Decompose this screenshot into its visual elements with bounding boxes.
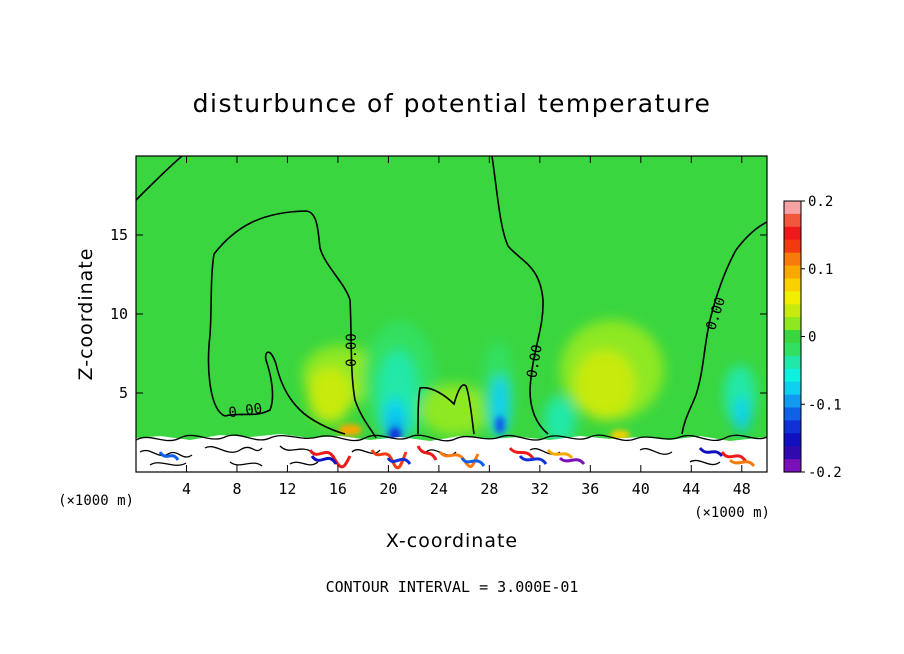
chart-title: disturbunce of potential temperature bbox=[193, 89, 712, 118]
contour-label: 0.00 bbox=[228, 401, 264, 422]
colorbar-tick-label: 0.1 bbox=[808, 262, 833, 278]
x-tick-label: 48 bbox=[733, 480, 751, 498]
colorbar-labels: 0.2 0.1 0 -0.1 -0.2 bbox=[801, 194, 842, 481]
plot-area: 0.00 0.00 0.00 0.00 bbox=[136, 156, 767, 472]
colorbar-swatch bbox=[784, 317, 801, 331]
x-tick-label: 12 bbox=[278, 480, 296, 498]
colorbar-swatch bbox=[784, 291, 801, 305]
x-tick-label: 36 bbox=[581, 480, 599, 498]
x-tick-label: 4 bbox=[182, 480, 191, 498]
colorbar-swatch bbox=[784, 368, 801, 383]
colorbar-swatch bbox=[784, 213, 801, 228]
colorbar-swatch bbox=[784, 459, 801, 473]
x-axis: 4 8 12 16 20 24 28 32 36 40 44 48 bbox=[182, 156, 751, 498]
contour-label: 0.00 bbox=[344, 333, 360, 367]
x-tick-label: 20 bbox=[379, 480, 397, 498]
y-tick-label: 10 bbox=[110, 305, 128, 323]
x-axis-label: X-coordinate bbox=[386, 530, 518, 552]
colorbar-swatch bbox=[784, 446, 801, 460]
colorbar-swatch bbox=[784, 330, 801, 344]
x-tick-label: 24 bbox=[430, 480, 448, 498]
colorbar-swatch bbox=[784, 394, 801, 409]
colorbar-swatch bbox=[784, 226, 801, 241]
x-unit-left: (×1000 m) bbox=[58, 493, 134, 509]
colorbar-swatch bbox=[784, 355, 801, 370]
colorbar-swatch bbox=[784, 407, 801, 421]
colorbar-swatch bbox=[784, 342, 801, 357]
x-unit-right: (×1000 m) bbox=[694, 505, 770, 521]
colorbar-tick-label: -0.2 bbox=[808, 465, 842, 481]
colorbar-swatch bbox=[784, 420, 801, 434]
colorbar-swatch bbox=[784, 381, 801, 396]
x-tick-label: 40 bbox=[632, 480, 650, 498]
colorbar-swatch bbox=[784, 265, 801, 280]
x-tick-label: 44 bbox=[682, 480, 700, 498]
colorbar-tick-label: -0.1 bbox=[808, 397, 842, 413]
y-tick-label: 5 bbox=[119, 384, 128, 402]
y-tick-label: 15 bbox=[110, 226, 128, 244]
colorbar-swatch bbox=[784, 201, 801, 215]
zero-contours bbox=[136, 156, 767, 439]
turbulent-layer bbox=[136, 434, 767, 472]
x-tick-label: 8 bbox=[232, 480, 241, 498]
contour-interval-note: CONTOUR INTERVAL = 3.000E-01 bbox=[326, 578, 579, 596]
x-tick-label: 28 bbox=[480, 480, 498, 498]
y-axis: 5 10 15 bbox=[110, 226, 767, 402]
x-tick-label: 32 bbox=[531, 480, 549, 498]
colorbar-swatch bbox=[784, 252, 801, 267]
y-axis-label: Z-coordinate bbox=[75, 248, 97, 381]
colorbar-swatch bbox=[784, 278, 801, 292]
colorbar-swatch bbox=[784, 433, 801, 447]
x-tick-label: 16 bbox=[329, 480, 347, 498]
colorbar-tick-label: 0 bbox=[808, 330, 816, 346]
colorbar bbox=[784, 201, 801, 473]
colorbar-swatch bbox=[784, 304, 801, 318]
colorbar-tick-label: 0.2 bbox=[808, 194, 833, 210]
colorbar-swatch bbox=[784, 239, 801, 254]
contour-label: 0.00 bbox=[524, 343, 546, 379]
